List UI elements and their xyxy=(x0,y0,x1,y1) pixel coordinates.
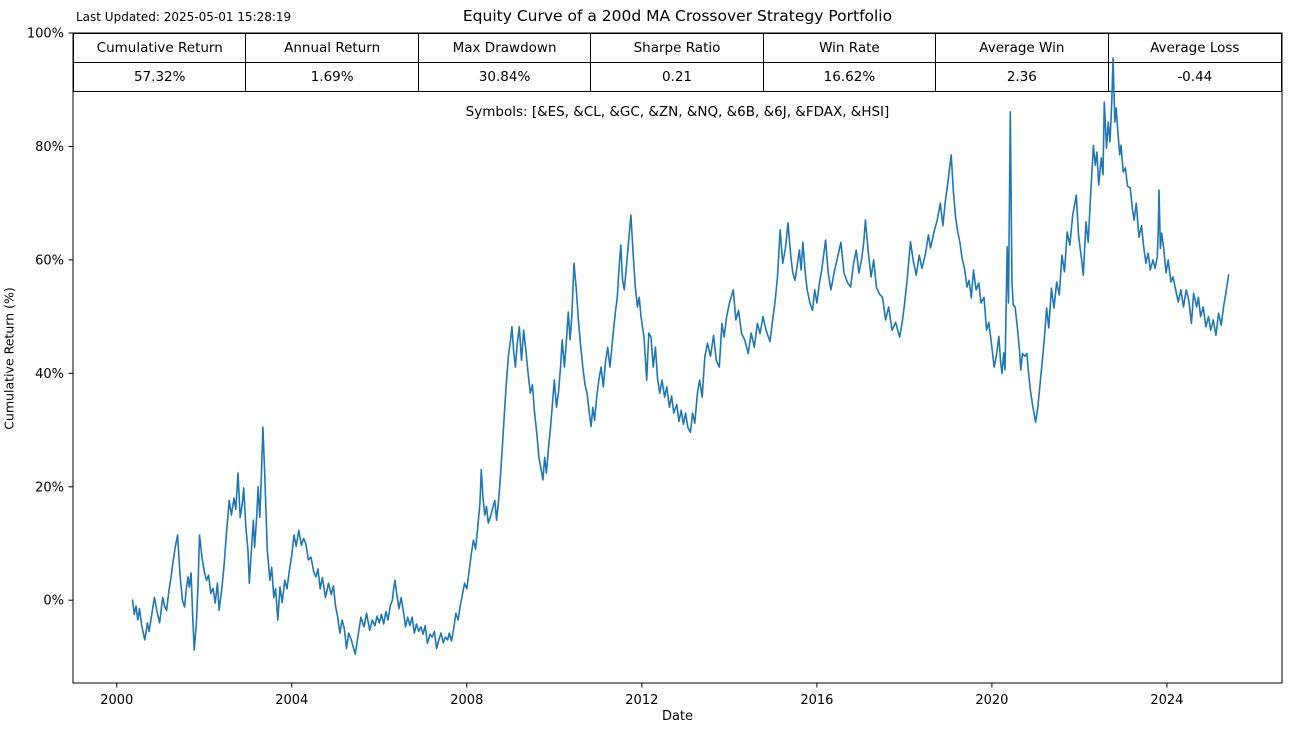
stat-value-sharpe-ratio: 0.21 xyxy=(591,62,764,91)
page-title: Equity Curve of a 200d MA Crossover Stra… xyxy=(462,7,893,25)
stat-header-win-rate: Win Rate xyxy=(763,34,937,63)
stat-header-average-loss: Average Loss xyxy=(1108,34,1281,63)
symbols-subtitle: Symbols: [&ES, &CL, &GC, &ZN, &NQ, &6B, … xyxy=(465,104,890,120)
equity-curve-line xyxy=(131,57,1230,655)
stat-value-max-drawdown: 30.84% xyxy=(419,62,592,91)
x-tick-label: 2016 xyxy=(800,693,833,708)
y-tick-label: 60% xyxy=(35,253,64,268)
stat-value-average-loss: -0.44 xyxy=(1177,68,1213,85)
stat-value-average-win: 2.36 xyxy=(936,62,1109,91)
x-axis-label: Date xyxy=(661,709,694,724)
stat-header-sharpe-ratio: Sharpe Ratio xyxy=(591,34,764,63)
y-tick-label: 80% xyxy=(35,140,64,155)
stat-header-max-drawdown: Max Drawdown xyxy=(418,34,592,63)
stat-value-cumulative-return: 57.32% xyxy=(74,62,247,91)
stat-header-cumulative-return: Cumulative Return xyxy=(74,34,247,63)
x-tick-label: 2000 xyxy=(100,693,133,708)
stat-header-annual-return: Annual Return xyxy=(246,34,419,63)
x-tick-label: 2020 xyxy=(975,693,1008,708)
stat-header-average-win: Average Win xyxy=(936,34,1109,63)
last-updated-text: Last Updated: 2025-05-01 15:28:19 xyxy=(76,10,292,24)
y-tick-label: 100% xyxy=(27,27,64,42)
x-tick-label: 2012 xyxy=(625,693,658,708)
stats-table: Cumulative Return Annual Return Max Draw… xyxy=(73,33,1282,92)
y-axis-label: Cumulative Return (%) xyxy=(1,287,17,430)
stat-value-annual-return: 1.69% xyxy=(246,62,419,91)
y-tick-label: 20% xyxy=(35,480,64,495)
x-tick-label: 2004 xyxy=(275,693,308,708)
x-tick-label: 2024 xyxy=(1150,693,1183,708)
y-tick-label: 0% xyxy=(43,594,64,609)
y-tick-label: 40% xyxy=(35,367,64,382)
axes-spines xyxy=(72,32,1283,684)
stat-value-win-rate: 16.62% xyxy=(764,62,937,91)
x-tick-label: 2008 xyxy=(450,693,483,708)
